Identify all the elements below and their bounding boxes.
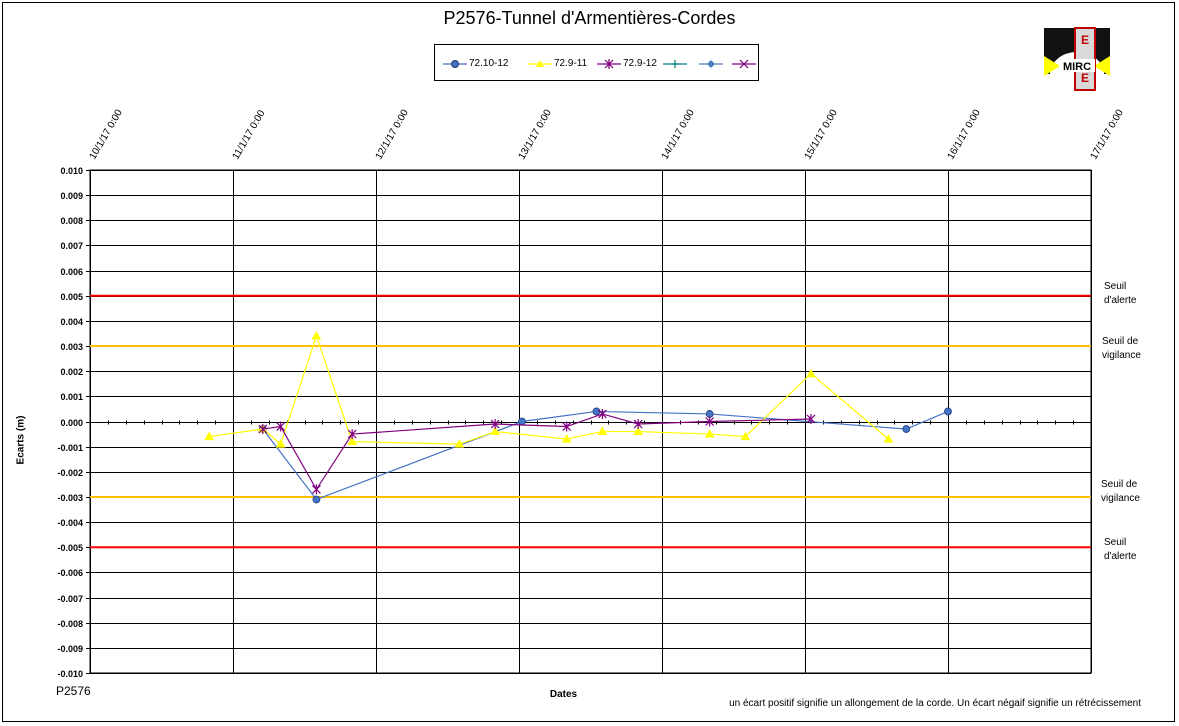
x-tick-label: 13/1/17 0:00 <box>517 107 555 161</box>
threshold-label-vigilance-bottom: Seuil de vigilance <box>1101 479 1140 504</box>
legend-label: 72.10-12 <box>469 58 509 69</box>
threshold-label-alert-top: Seuil d'alerte <box>1104 281 1137 306</box>
data-point-72.9-11 <box>561 434 572 443</box>
data-point-72.9-11 <box>633 426 644 436</box>
svg-text:MIRC: MIRC <box>1063 61 1091 73</box>
legend-item: 72.9-11 <box>528 45 587 82</box>
y-tick-label: 0.000 <box>60 418 83 428</box>
x-tick-label: 10/1/17 0:00 <box>88 107 126 161</box>
y-tick-label: 0.010 <box>60 166 83 176</box>
y-tick-label: 0.003 <box>60 342 83 352</box>
y-tick-label: 0.002 <box>60 367 83 377</box>
data-point-72.9-12 <box>258 424 268 435</box>
x-tick-label: 15/1/17 0:00 <box>803 107 841 161</box>
data-point-72.9-11 <box>704 429 715 438</box>
y-tick-label: -0.003 <box>57 493 83 503</box>
y-tick-label: -0.001 <box>57 443 83 453</box>
data-point-72.9-12 <box>311 484 321 495</box>
data-point-72.9-12 <box>276 421 286 432</box>
data-point-72.9-11 <box>740 431 751 441</box>
legend-swatch <box>528 59 552 67</box>
y-tick-label: -0.008 <box>57 619 83 629</box>
y-tick-label: 0.008 <box>60 216 83 226</box>
y-tick-label: -0.005 <box>57 543 83 553</box>
data-point-72.9-11 <box>454 439 465 448</box>
data-point-72.9-12 <box>633 419 643 430</box>
data-point-72.9-11 <box>347 436 358 446</box>
series-line-72.9-12 <box>262 413 811 491</box>
data-point-72.10-12 <box>705 410 714 418</box>
legend-item: 72.9-12 <box>597 45 657 82</box>
y-tick-label: 0.005 <box>60 292 83 302</box>
data-point-72.10-12 <box>944 407 952 416</box>
legend-label: 72.9-11 <box>554 58 588 69</box>
legend-marker <box>604 58 614 69</box>
x-tick-label: 14/1/17 0:00 <box>660 107 698 161</box>
legend-marker <box>536 59 544 67</box>
y-tick-label: -0.002 <box>57 468 83 478</box>
data-point-72.9-11 <box>204 431 215 441</box>
data-point-72.9-12 <box>705 416 715 427</box>
y-tick-label: 0.004 <box>60 317 83 327</box>
legend-swatch <box>443 59 467 68</box>
legend-marker <box>739 59 749 68</box>
data-point-72.9-12 <box>806 413 816 424</box>
legend-marker <box>671 59 679 68</box>
y-axis-label: Ecarts (m) <box>15 415 27 465</box>
data-point-72.9-11 <box>490 426 501 436</box>
x-tick-label: 11/1/17 0:00 <box>231 108 268 161</box>
svg-text:E: E <box>1081 33 1089 47</box>
corner-id-label: P2576 <box>56 684 91 698</box>
data-point-72.9-12 <box>562 421 572 432</box>
y-tick-label: 0.009 <box>60 191 83 201</box>
data-point-72.9-12 <box>597 408 607 419</box>
legend-swatch <box>699 59 723 68</box>
data-point-72.9-12 <box>347 429 357 440</box>
data-point-72.9-11 <box>275 439 286 448</box>
legend-swatch <box>732 59 756 68</box>
data-point-72.10-12 <box>312 495 321 504</box>
chart-title: P2576-Tunnel d'Armentières-Cordes <box>443 8 736 28</box>
data-point-72.10-12 <box>902 425 911 433</box>
mirc-logo: E E MIRC <box>1042 26 1112 92</box>
data-point-72.9-11 <box>311 330 322 340</box>
x-tick-label: 16/1/17 0:00 <box>946 107 984 161</box>
data-point-72.10-12 <box>592 407 601 416</box>
data-point-72.9-11 <box>806 368 816 378</box>
y-tick-label: 0.007 <box>60 241 83 251</box>
y-tick-label: -0.006 <box>57 568 83 578</box>
legend-label: 72.9-12 <box>623 58 657 69</box>
legend: 72.10-12 72.9-11 72.9-12 <box>434 44 759 81</box>
series-line-72.9-11 <box>209 334 889 446</box>
svg-text:E: E <box>1081 71 1089 85</box>
legend-item: 72.10-12 <box>443 45 508 82</box>
x-tick-label: 12/1/17 0:00 <box>374 107 412 161</box>
legend-item <box>699 45 723 82</box>
legend-item <box>732 45 756 82</box>
legend-item <box>663 45 687 82</box>
data-point-72.9-11 <box>883 434 894 443</box>
y-tick-label: -0.009 <box>57 644 83 654</box>
threshold-label-alert-bottom: Seuil d'alerte <box>1104 537 1137 562</box>
legend-swatch <box>597 58 621 69</box>
y-tick-label: 0.001 <box>60 392 83 402</box>
legend-marker <box>707 59 715 68</box>
x-tick-label: 17/1/17 0:00 <box>1089 107 1127 161</box>
y-tick-label: -0.007 <box>57 594 83 604</box>
threshold-label-vigilance-top: Seuil de vigilance <box>1102 336 1141 361</box>
x-axis-label: Dates <box>549 689 578 700</box>
legend-swatch <box>663 59 687 68</box>
y-tick-label: -0.010 <box>57 669 83 679</box>
y-tick-label: 0.006 <box>60 267 83 277</box>
legend-marker <box>451 59 459 68</box>
y-tick-label: -0.004 <box>57 518 83 528</box>
data-point-72.9-11 <box>597 426 608 436</box>
data-point-72.9-12 <box>490 419 500 430</box>
data-point-72.10-12 <box>518 417 526 426</box>
footnote: un écart positif signifie un allongement… <box>729 698 1141 709</box>
